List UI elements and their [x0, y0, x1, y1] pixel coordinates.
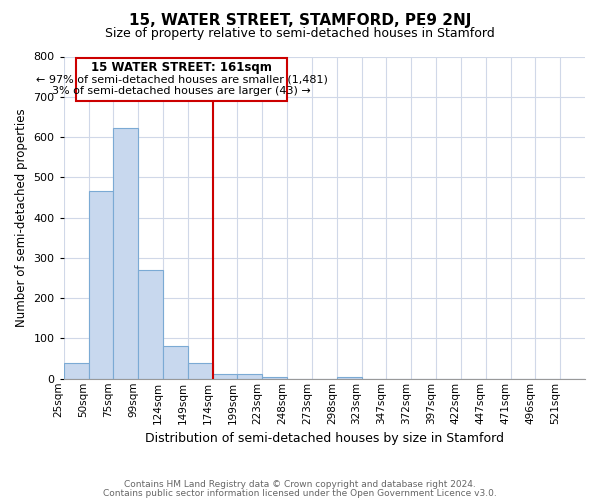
Bar	[238, 374, 262, 379]
Bar	[138, 270, 163, 379]
Text: Contains public sector information licensed under the Open Government Licence v3: Contains public sector information licen…	[103, 488, 497, 498]
Text: ← 97% of semi-detached houses are smaller (1,481): ← 97% of semi-detached houses are smalle…	[35, 74, 328, 85]
Text: Contains HM Land Registry data © Crown copyright and database right 2024.: Contains HM Land Registry data © Crown c…	[124, 480, 476, 489]
Bar	[262, 377, 287, 379]
Bar	[76, 58, 287, 101]
Bar	[212, 374, 238, 379]
Bar	[64, 364, 89, 379]
Bar	[163, 346, 188, 379]
Text: Size of property relative to semi-detached houses in Stamford: Size of property relative to semi-detach…	[105, 28, 495, 40]
Text: 3% of semi-detached houses are larger (43) →: 3% of semi-detached houses are larger (4…	[52, 86, 311, 97]
Text: 15, WATER STREET, STAMFORD, PE9 2NJ: 15, WATER STREET, STAMFORD, PE9 2NJ	[129, 12, 471, 28]
X-axis label: Distribution of semi-detached houses by size in Stamford: Distribution of semi-detached houses by …	[145, 432, 504, 445]
Text: 15 WATER STREET: 161sqm: 15 WATER STREET: 161sqm	[91, 60, 272, 74]
Bar	[113, 128, 138, 379]
Y-axis label: Number of semi-detached properties: Number of semi-detached properties	[15, 108, 28, 327]
Bar	[89, 192, 113, 379]
Bar	[188, 364, 212, 379]
Bar	[337, 377, 362, 379]
